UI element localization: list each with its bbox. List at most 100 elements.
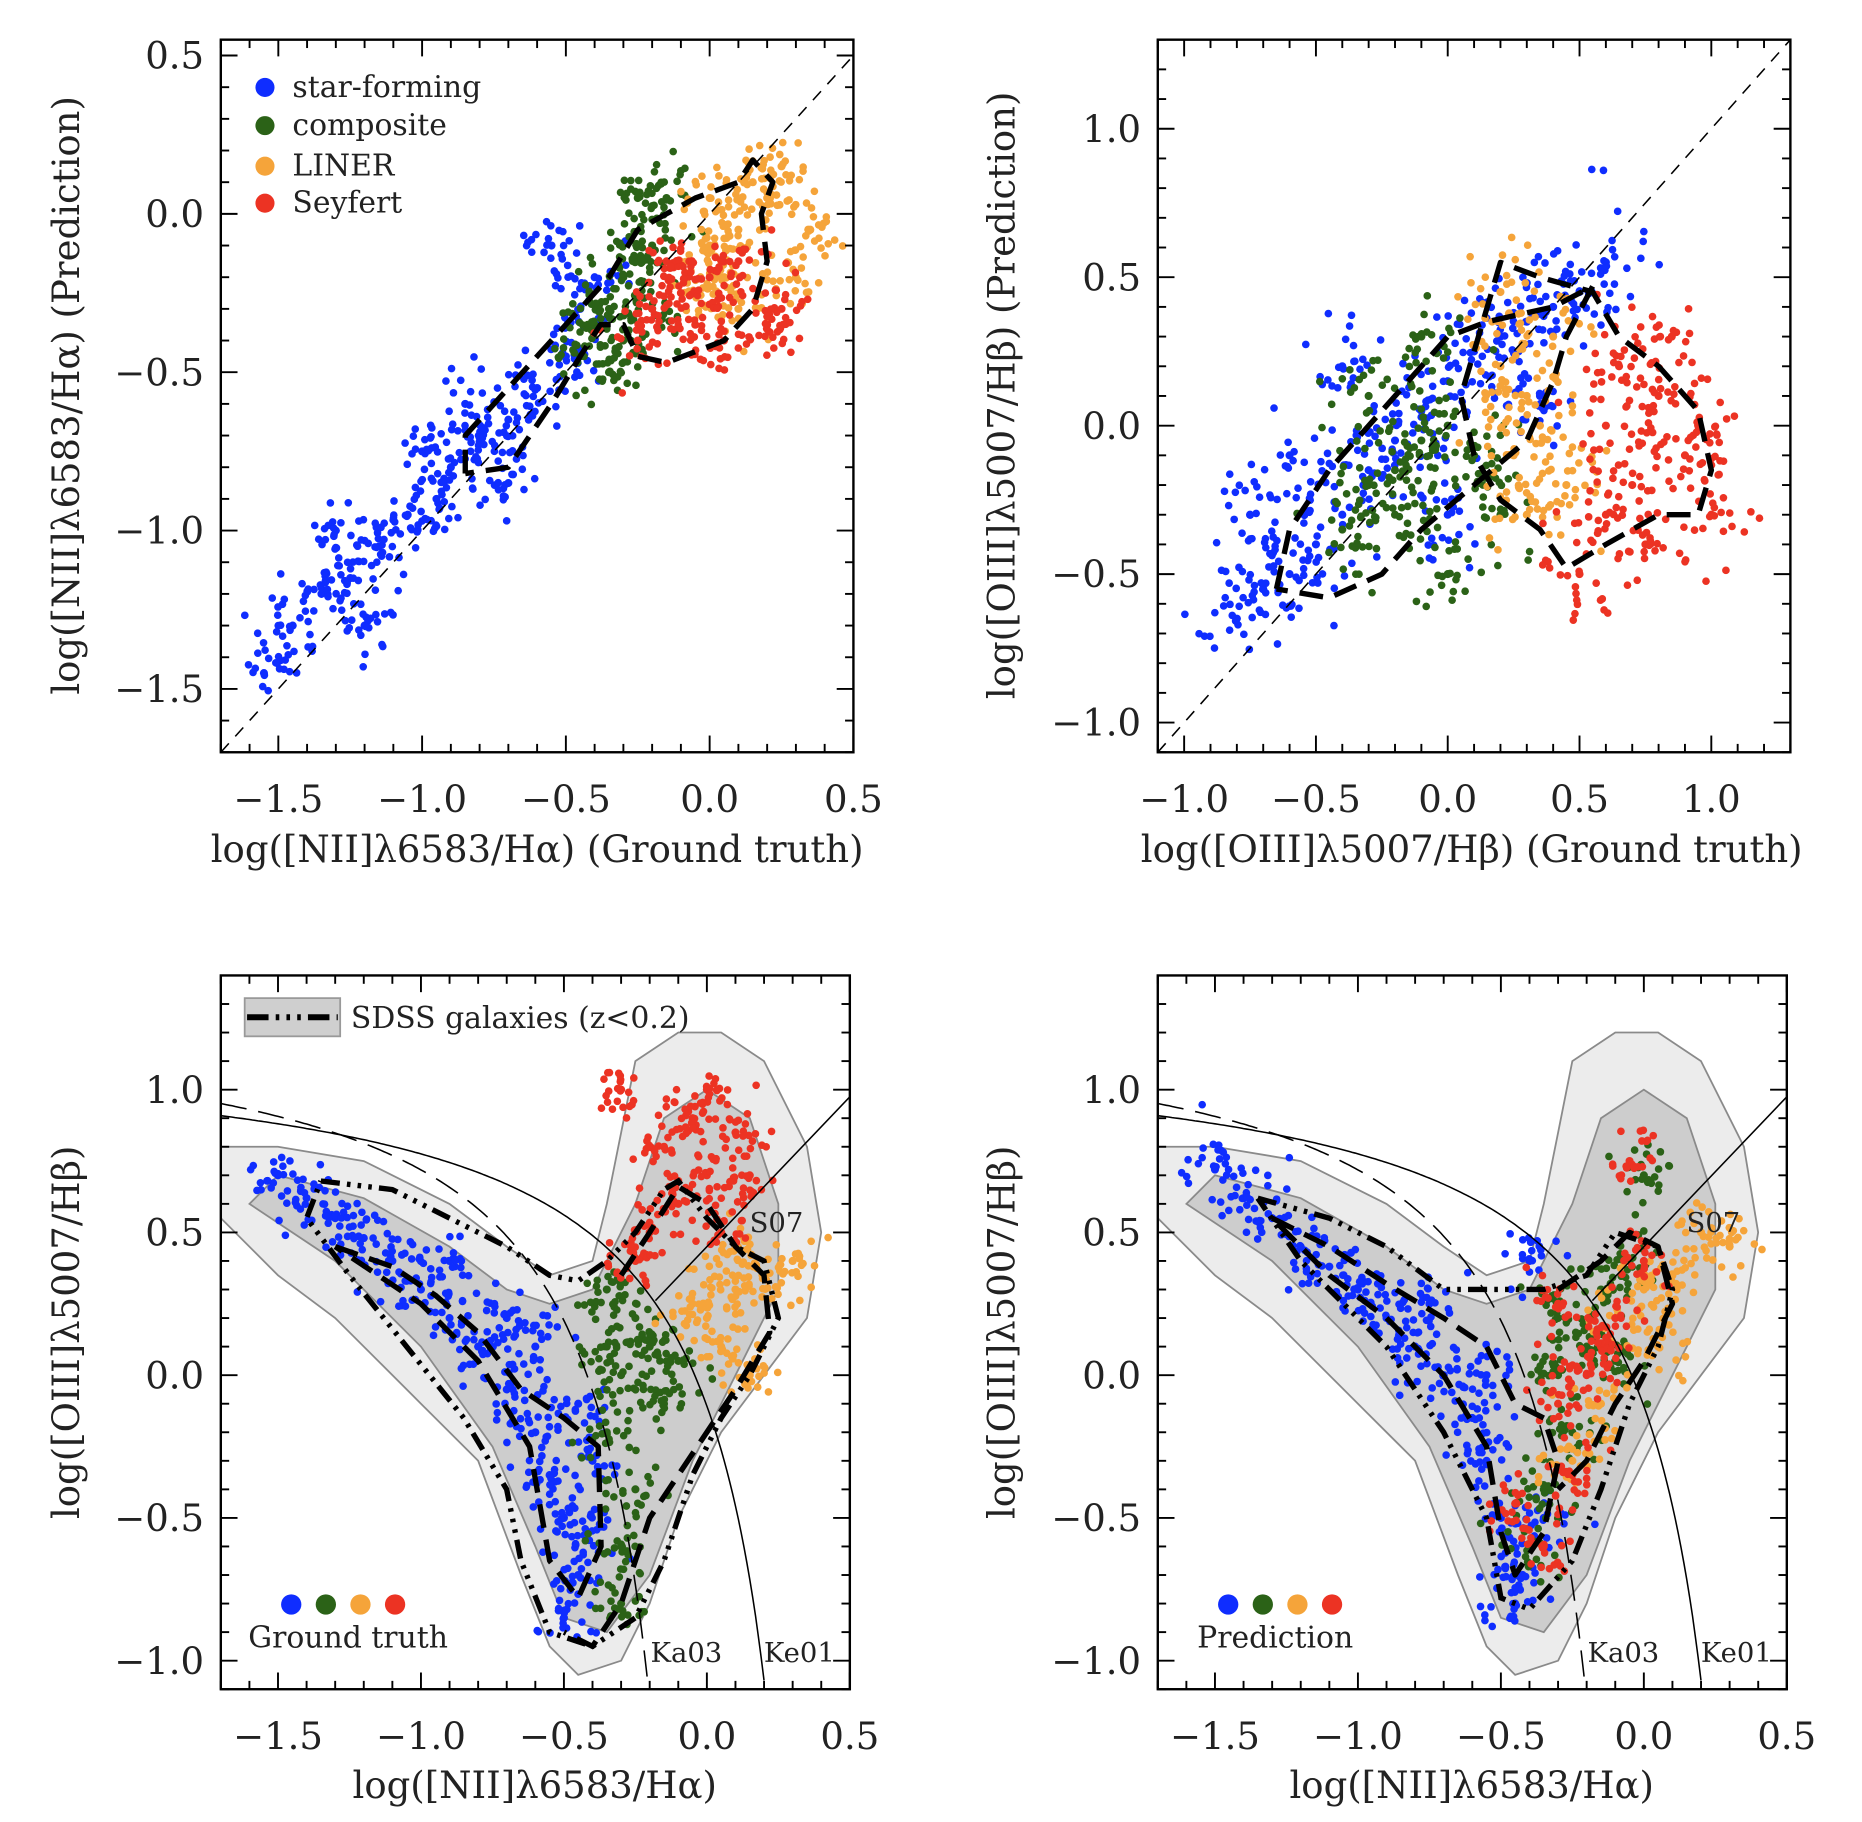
data-point-scatter — [394, 586, 403, 595]
data-point-scatter — [1426, 1394, 1435, 1403]
x-tick-label: 1.0 — [1682, 778, 1741, 821]
data-point-scatter — [651, 1251, 659, 1260]
data-point-scatter — [1537, 1397, 1545, 1406]
data-point-scatter — [1633, 576, 1642, 585]
data-point-scatter — [762, 1143, 770, 1151]
data-point-scatter — [645, 292, 653, 301]
data-point-scatter — [534, 1498, 543, 1506]
data-point-scatter — [1396, 473, 1404, 481]
data-point-scatter — [1612, 305, 1620, 314]
data-point-scatter — [1246, 511, 1254, 519]
data-point-scatter — [1638, 1175, 1646, 1184]
data-point-scatter — [1517, 309, 1525, 317]
data-point-scatter — [1271, 542, 1279, 550]
data-point-scatter — [406, 502, 414, 510]
data-point-scatter — [1455, 530, 1463, 539]
data-point-scatter — [300, 1221, 309, 1229]
data-point-scatter — [640, 1492, 649, 1500]
data-point-scatter — [544, 234, 553, 243]
data-point-scatter — [1399, 493, 1408, 501]
data-point-scatter — [1212, 1162, 1220, 1171]
data-point-scatter — [547, 1474, 555, 1483]
data-point-scatter — [457, 1364, 466, 1373]
data-point-scatter — [263, 1176, 272, 1185]
data-point-scatter — [575, 371, 584, 380]
data-point-scatter — [1473, 360, 1482, 368]
panel-1: −1.5 −1.0 −0.5 0.0 0.5−1.5−1.0−0.50.00.5 — [114, 35, 883, 821]
data-point-scatter — [635, 1184, 644, 1192]
data-point-scatter — [616, 1087, 625, 1095]
data-point-scatter — [279, 1162, 287, 1171]
data-point-scatter — [1613, 1255, 1621, 1264]
data-point-scatter — [1498, 376, 1506, 384]
data-point-scatter — [1299, 556, 1307, 564]
data-point-scatter — [1250, 477, 1259, 486]
data-point-scatter — [645, 246, 653, 255]
data-point-scatter — [1477, 1465, 1486, 1473]
data-point-scatter — [1449, 587, 1458, 596]
data-point-scatter — [1628, 1289, 1637, 1298]
data-point-scatter — [1524, 1501, 1532, 1510]
data-point-scatter — [1735, 1214, 1743, 1223]
data-point-scatter — [253, 1186, 261, 1195]
data-point-scatter — [395, 553, 403, 562]
data-point-scatter — [1388, 417, 1397, 426]
data-point-scatter — [354, 557, 362, 565]
data-point-scatter — [1623, 264, 1631, 273]
data-point-scatter — [1512, 296, 1521, 304]
data-point-scatter — [1413, 1328, 1422, 1337]
data-point-scatter — [732, 1131, 740, 1139]
data-point-scatter — [1487, 382, 1496, 391]
data-point-scatter — [596, 343, 605, 351]
data-point-scatter — [1575, 1366, 1583, 1374]
data-point-scatter — [280, 665, 288, 674]
sdss-dashdot-contour — [1255, 1195, 1676, 1613]
data-point-scatter — [1696, 460, 1705, 469]
data-point-scatter — [702, 332, 711, 341]
data-point-scatter — [1409, 1316, 1418, 1324]
data-point-scatter — [286, 626, 294, 635]
data-point-scatter — [1443, 348, 1452, 356]
data-point-scatter — [598, 1406, 607, 1414]
data-point-scatter — [716, 324, 725, 333]
data-point-scatter — [1577, 268, 1586, 276]
data-point-scatter — [1728, 522, 1736, 531]
data-point-scatter — [1355, 464, 1364, 472]
data-point-scatter — [1616, 1174, 1625, 1183]
data-point-scatter — [1396, 449, 1405, 457]
data-point-scatter — [1531, 1569, 1539, 1577]
data-point-scatter — [699, 1107, 708, 1116]
data-point-scatter — [570, 1518, 579, 1527]
data-point-scatter — [1575, 459, 1583, 467]
data-point-scatter — [1491, 515, 1499, 523]
data-point-scatter — [778, 138, 787, 147]
data-point-scatter — [1488, 1381, 1497, 1390]
data-point-scatter — [281, 1231, 290, 1240]
data-point-scatter — [256, 1178, 265, 1187]
data-point-scatter — [736, 198, 745, 206]
data-point-scatter — [662, 1367, 670, 1375]
data-point-scatter — [1633, 1306, 1641, 1315]
data-point-scatter — [522, 401, 531, 410]
data-point-scatter — [272, 659, 280, 667]
data-point-scatter — [371, 519, 380, 528]
data-point-scatter — [1330, 621, 1338, 630]
data-point-scatter — [573, 1531, 582, 1540]
data-point-scatter — [1481, 1611, 1489, 1619]
data-point-scatter — [423, 515, 431, 524]
data-point-scatter — [586, 253, 595, 262]
data-point-scatter — [498, 448, 507, 457]
data-point-scatter — [763, 351, 771, 359]
data-point-scatter — [743, 211, 752, 219]
data-point-scatter — [1221, 1159, 1230, 1168]
dashed-contour — [1556, 1229, 1676, 1492]
data-point-scatter — [1725, 509, 1734, 517]
data-point-scatter — [399, 570, 408, 579]
data-point-scatter — [1734, 1233, 1742, 1242]
y-tick-label: 1.0 — [1082, 108, 1141, 151]
x-tick-label: −1.0 — [1139, 778, 1229, 821]
data-point-scatter — [1637, 482, 1646, 491]
data-point-scatter — [1482, 461, 1491, 470]
data-point — [1549, 332, 1558, 341]
data-point-scatter — [587, 1403, 596, 1412]
